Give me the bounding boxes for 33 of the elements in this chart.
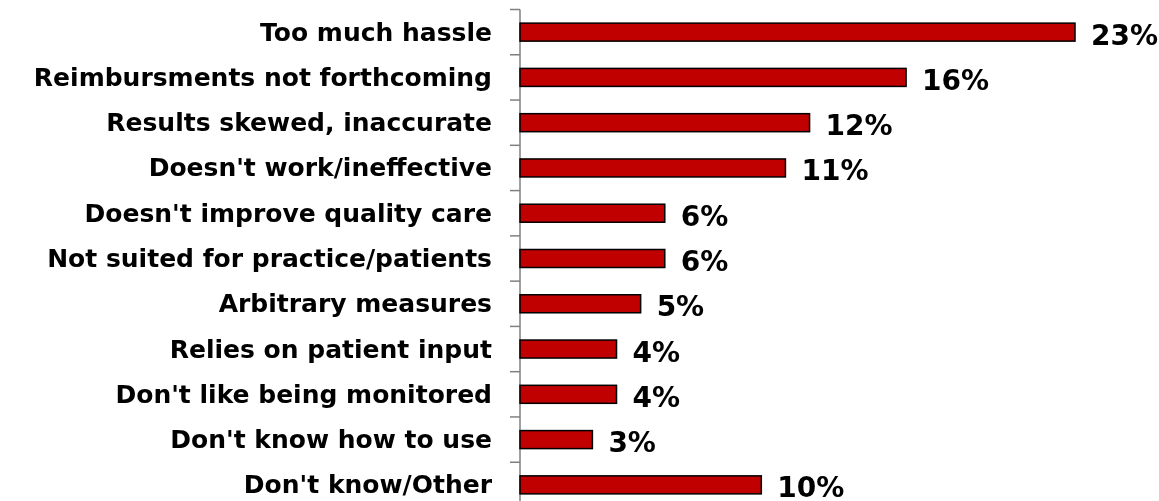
y-tick-label: Don't know/Other <box>243 470 493 500</box>
data-label: 5% <box>656 290 705 324</box>
y-tick-label: Don't like being monitored <box>115 379 492 409</box>
y-tick-label: Reimbursments not forthcoming <box>33 62 492 92</box>
data-label: 4% <box>632 380 681 414</box>
y-tick-label: Doesn't improve quality care <box>84 198 492 228</box>
bar <box>519 294 642 314</box>
data-label: 11% <box>801 154 869 188</box>
bar <box>519 67 907 88</box>
y-tick-label: Relies on patient input <box>169 334 493 364</box>
y-tick-label: Don't know how to use <box>170 425 492 455</box>
data-label: 6% <box>680 199 729 233</box>
data-label: 23% <box>1091 18 1159 52</box>
bar <box>519 475 763 495</box>
y-tick-label: Not suited for practice/patients <box>47 244 492 273</box>
data-label: 10% <box>777 471 845 501</box>
bar <box>519 158 787 178</box>
data-label: 3% <box>608 426 656 460</box>
data-label: 4% <box>632 335 681 369</box>
bar <box>519 339 618 359</box>
y-tick-label: Doesn't work/ineffective <box>148 153 492 183</box>
bar <box>519 203 666 223</box>
bar <box>519 248 666 269</box>
y-tick-label: Results skewed, inaccurate <box>106 108 492 138</box>
bar <box>519 112 811 133</box>
bar <box>519 384 618 405</box>
bar <box>519 429 594 450</box>
y-tick-label: Arbitrary measures <box>218 289 492 319</box>
data-label: 12% <box>825 109 893 143</box>
bar <box>519 22 1076 42</box>
data-label: 6% <box>680 245 729 278</box>
data-label: 16% <box>922 63 990 97</box>
y-tick-label: Too much hassle <box>260 17 492 47</box>
